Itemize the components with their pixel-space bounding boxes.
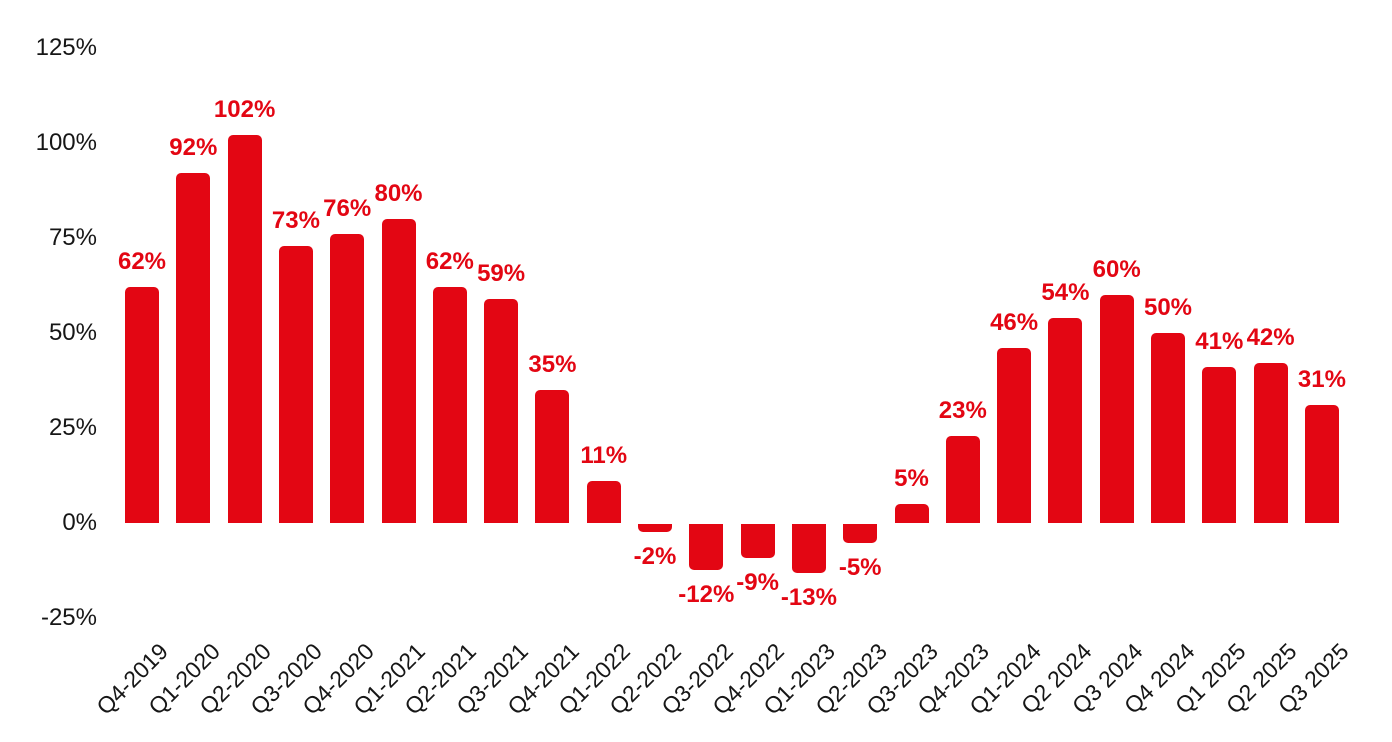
bar-value-label: 35% xyxy=(528,351,577,378)
bar xyxy=(689,524,724,570)
y-tick-label: 75% xyxy=(48,224,97,251)
bar-value-label: 50% xyxy=(1143,294,1193,321)
bar-value-label: 31% xyxy=(1297,366,1346,394)
bar xyxy=(945,435,980,523)
bar-value-label: 23% xyxy=(938,396,987,424)
bar-value-label: -2% xyxy=(633,542,677,570)
bar xyxy=(125,287,159,523)
bar xyxy=(740,524,775,559)
bar-value-label: 62% xyxy=(117,248,167,276)
bar xyxy=(381,219,416,523)
bar xyxy=(227,135,262,523)
bar-value-label: 5% xyxy=(894,465,929,492)
bar xyxy=(1151,333,1185,523)
bar xyxy=(894,504,929,523)
bar-value-label: 46% xyxy=(990,309,1039,337)
bar-value-label: 102% xyxy=(213,96,276,124)
bar xyxy=(586,481,621,523)
y-tick-label: 0% xyxy=(62,509,97,536)
bar xyxy=(330,234,365,523)
bar-value-label: 73% xyxy=(271,206,320,234)
y-tick-label: 25% xyxy=(48,414,97,441)
bar xyxy=(1048,317,1083,523)
bar xyxy=(843,524,878,543)
y-tick-label: -25% xyxy=(40,604,97,631)
bar-value-label: -9% xyxy=(736,569,779,597)
bar-value-label: 42% xyxy=(1246,324,1295,352)
bar-value-label: 62% xyxy=(425,248,474,276)
bar-value-label: 60% xyxy=(1092,256,1141,283)
bar-value-label: 76% xyxy=(323,195,372,223)
bar xyxy=(1099,295,1134,523)
bar-value-label: 92% xyxy=(169,134,218,162)
bar-value-label: 80% xyxy=(374,180,423,207)
bar xyxy=(1202,367,1237,523)
bar xyxy=(176,173,211,523)
bar-value-label: 59% xyxy=(477,259,526,287)
bar xyxy=(997,348,1032,523)
y-tick-label: 50% xyxy=(48,319,97,346)
y-tick-label: 100% xyxy=(35,129,97,156)
bar-value-label: 41% xyxy=(1195,328,1244,356)
bar xyxy=(791,524,826,574)
y-tick-label: 125% xyxy=(35,34,97,61)
bar-value-label: -5% xyxy=(838,554,882,581)
bar-value-label: -13% xyxy=(780,584,837,612)
bar xyxy=(638,524,672,532)
bar xyxy=(432,287,467,523)
bar xyxy=(1253,363,1288,523)
bar xyxy=(535,390,570,523)
bar-value-label: -12% xyxy=(678,580,735,608)
bar xyxy=(484,298,519,523)
bar xyxy=(1304,405,1339,523)
bar-value-label: 54% xyxy=(1041,278,1090,306)
bar-value-label: 11% xyxy=(580,442,628,470)
bar xyxy=(278,245,313,523)
